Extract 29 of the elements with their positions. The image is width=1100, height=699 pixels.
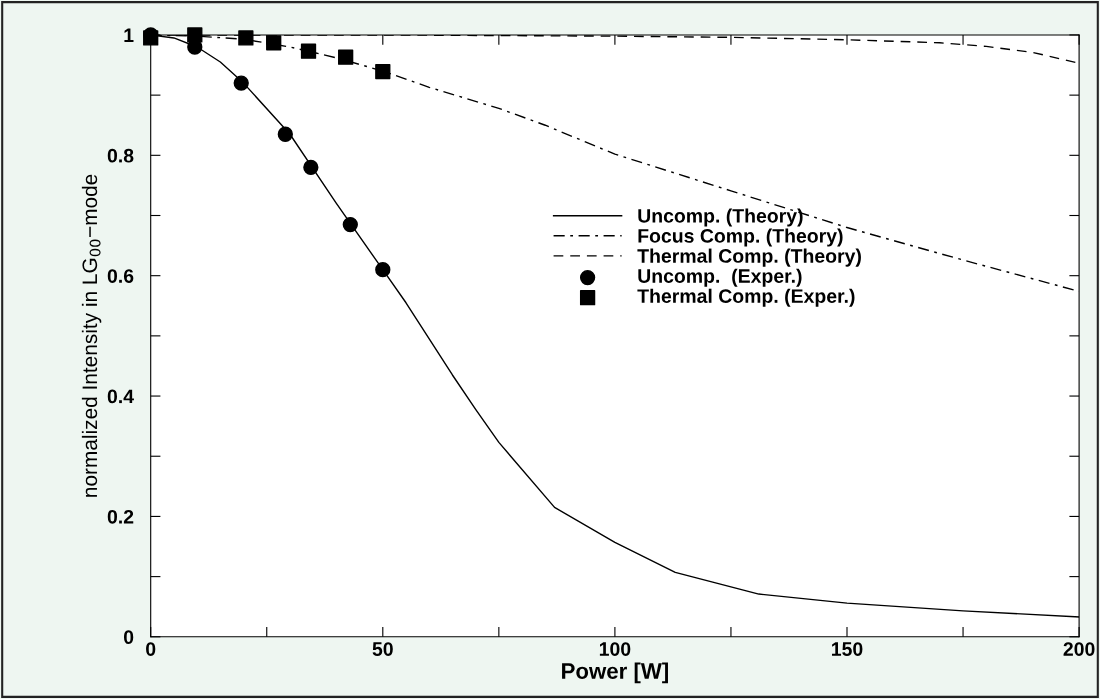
x-tick-label: 150: [832, 642, 863, 656]
legend-label: Uncomp. (Theory): [638, 208, 803, 227]
y-tick-label: 1: [124, 28, 134, 42]
legend-label: Thermal Comp. (Theory): [637, 248, 861, 267]
point: [342, 216, 358, 233]
point: [303, 159, 319, 175]
y-tick-label: 0.2: [107, 509, 134, 524]
legend-label: Uncomp. (Exper.): [638, 268, 802, 287]
y-axis-title: normalized Intensity in LG$_{00}$−mode: [81, 174, 102, 497]
legend-label: Thermal Comp. (Exper.): [637, 288, 855, 307]
point: [338, 49, 354, 65]
legend-label: Focus Comp. (Theory): [638, 228, 843, 247]
point: [233, 75, 249, 91]
y-tick-label: 0.6: [107, 269, 134, 283]
point: [300, 43, 317, 59]
point: [375, 262, 391, 278]
x-tick-label: 0: [146, 642, 156, 656]
x-axis-title: Power [W]: [562, 662, 668, 684]
x-tick-label: 200: [1063, 642, 1095, 656]
y-tick-label: 0.8: [107, 148, 134, 163]
point: [277, 126, 293, 142]
x-tick-label: 100: [599, 642, 631, 656]
point: [187, 39, 203, 55]
y-tick-label: 0: [123, 630, 134, 645]
x-tick-label: 50: [372, 642, 393, 656]
point: [266, 35, 282, 51]
y-tick-label: 0.4: [107, 389, 134, 404]
point: [375, 64, 391, 80]
point: [238, 30, 254, 46]
